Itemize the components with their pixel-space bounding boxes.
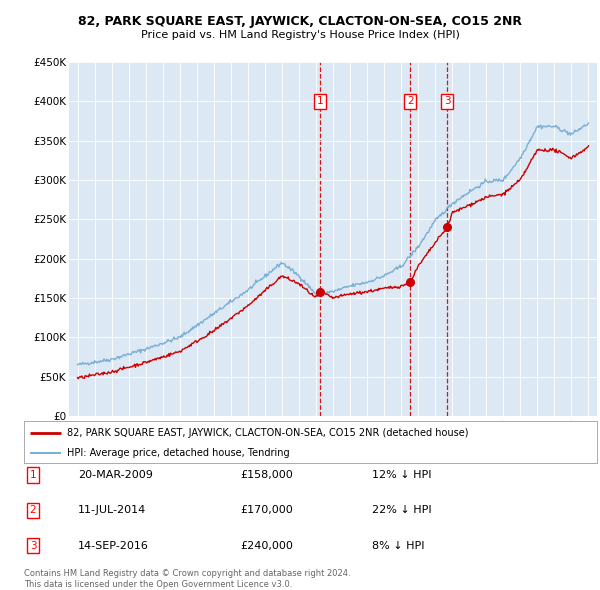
Text: HPI: Average price, detached house, Tendring: HPI: Average price, detached house, Tend… [67,448,290,457]
Text: 2: 2 [29,506,37,515]
Text: £240,000: £240,000 [240,541,293,550]
Text: 1: 1 [316,96,323,106]
Text: 12% ↓ HPI: 12% ↓ HPI [372,470,431,480]
Text: £170,000: £170,000 [240,506,293,515]
Text: 14-SEP-2016: 14-SEP-2016 [78,541,149,550]
Text: 8% ↓ HPI: 8% ↓ HPI [372,541,425,550]
Text: 2: 2 [407,96,413,106]
Text: £158,000: £158,000 [240,470,293,480]
Text: Contains HM Land Registry data © Crown copyright and database right 2024.
This d: Contains HM Land Registry data © Crown c… [24,569,350,589]
Text: 1: 1 [29,470,37,480]
Text: Price paid vs. HM Land Registry's House Price Index (HPI): Price paid vs. HM Land Registry's House … [140,30,460,40]
Text: 22% ↓ HPI: 22% ↓ HPI [372,506,431,515]
Text: 11-JUL-2014: 11-JUL-2014 [78,506,146,515]
Text: 20-MAR-2009: 20-MAR-2009 [78,470,153,480]
Text: 3: 3 [29,541,37,550]
Text: 3: 3 [444,96,451,106]
Text: 82, PARK SQUARE EAST, JAYWICK, CLACTON-ON-SEA, CO15 2NR (detached house): 82, PARK SQUARE EAST, JAYWICK, CLACTON-O… [67,428,469,438]
Text: 82, PARK SQUARE EAST, JAYWICK, CLACTON-ON-SEA, CO15 2NR: 82, PARK SQUARE EAST, JAYWICK, CLACTON-O… [78,15,522,28]
